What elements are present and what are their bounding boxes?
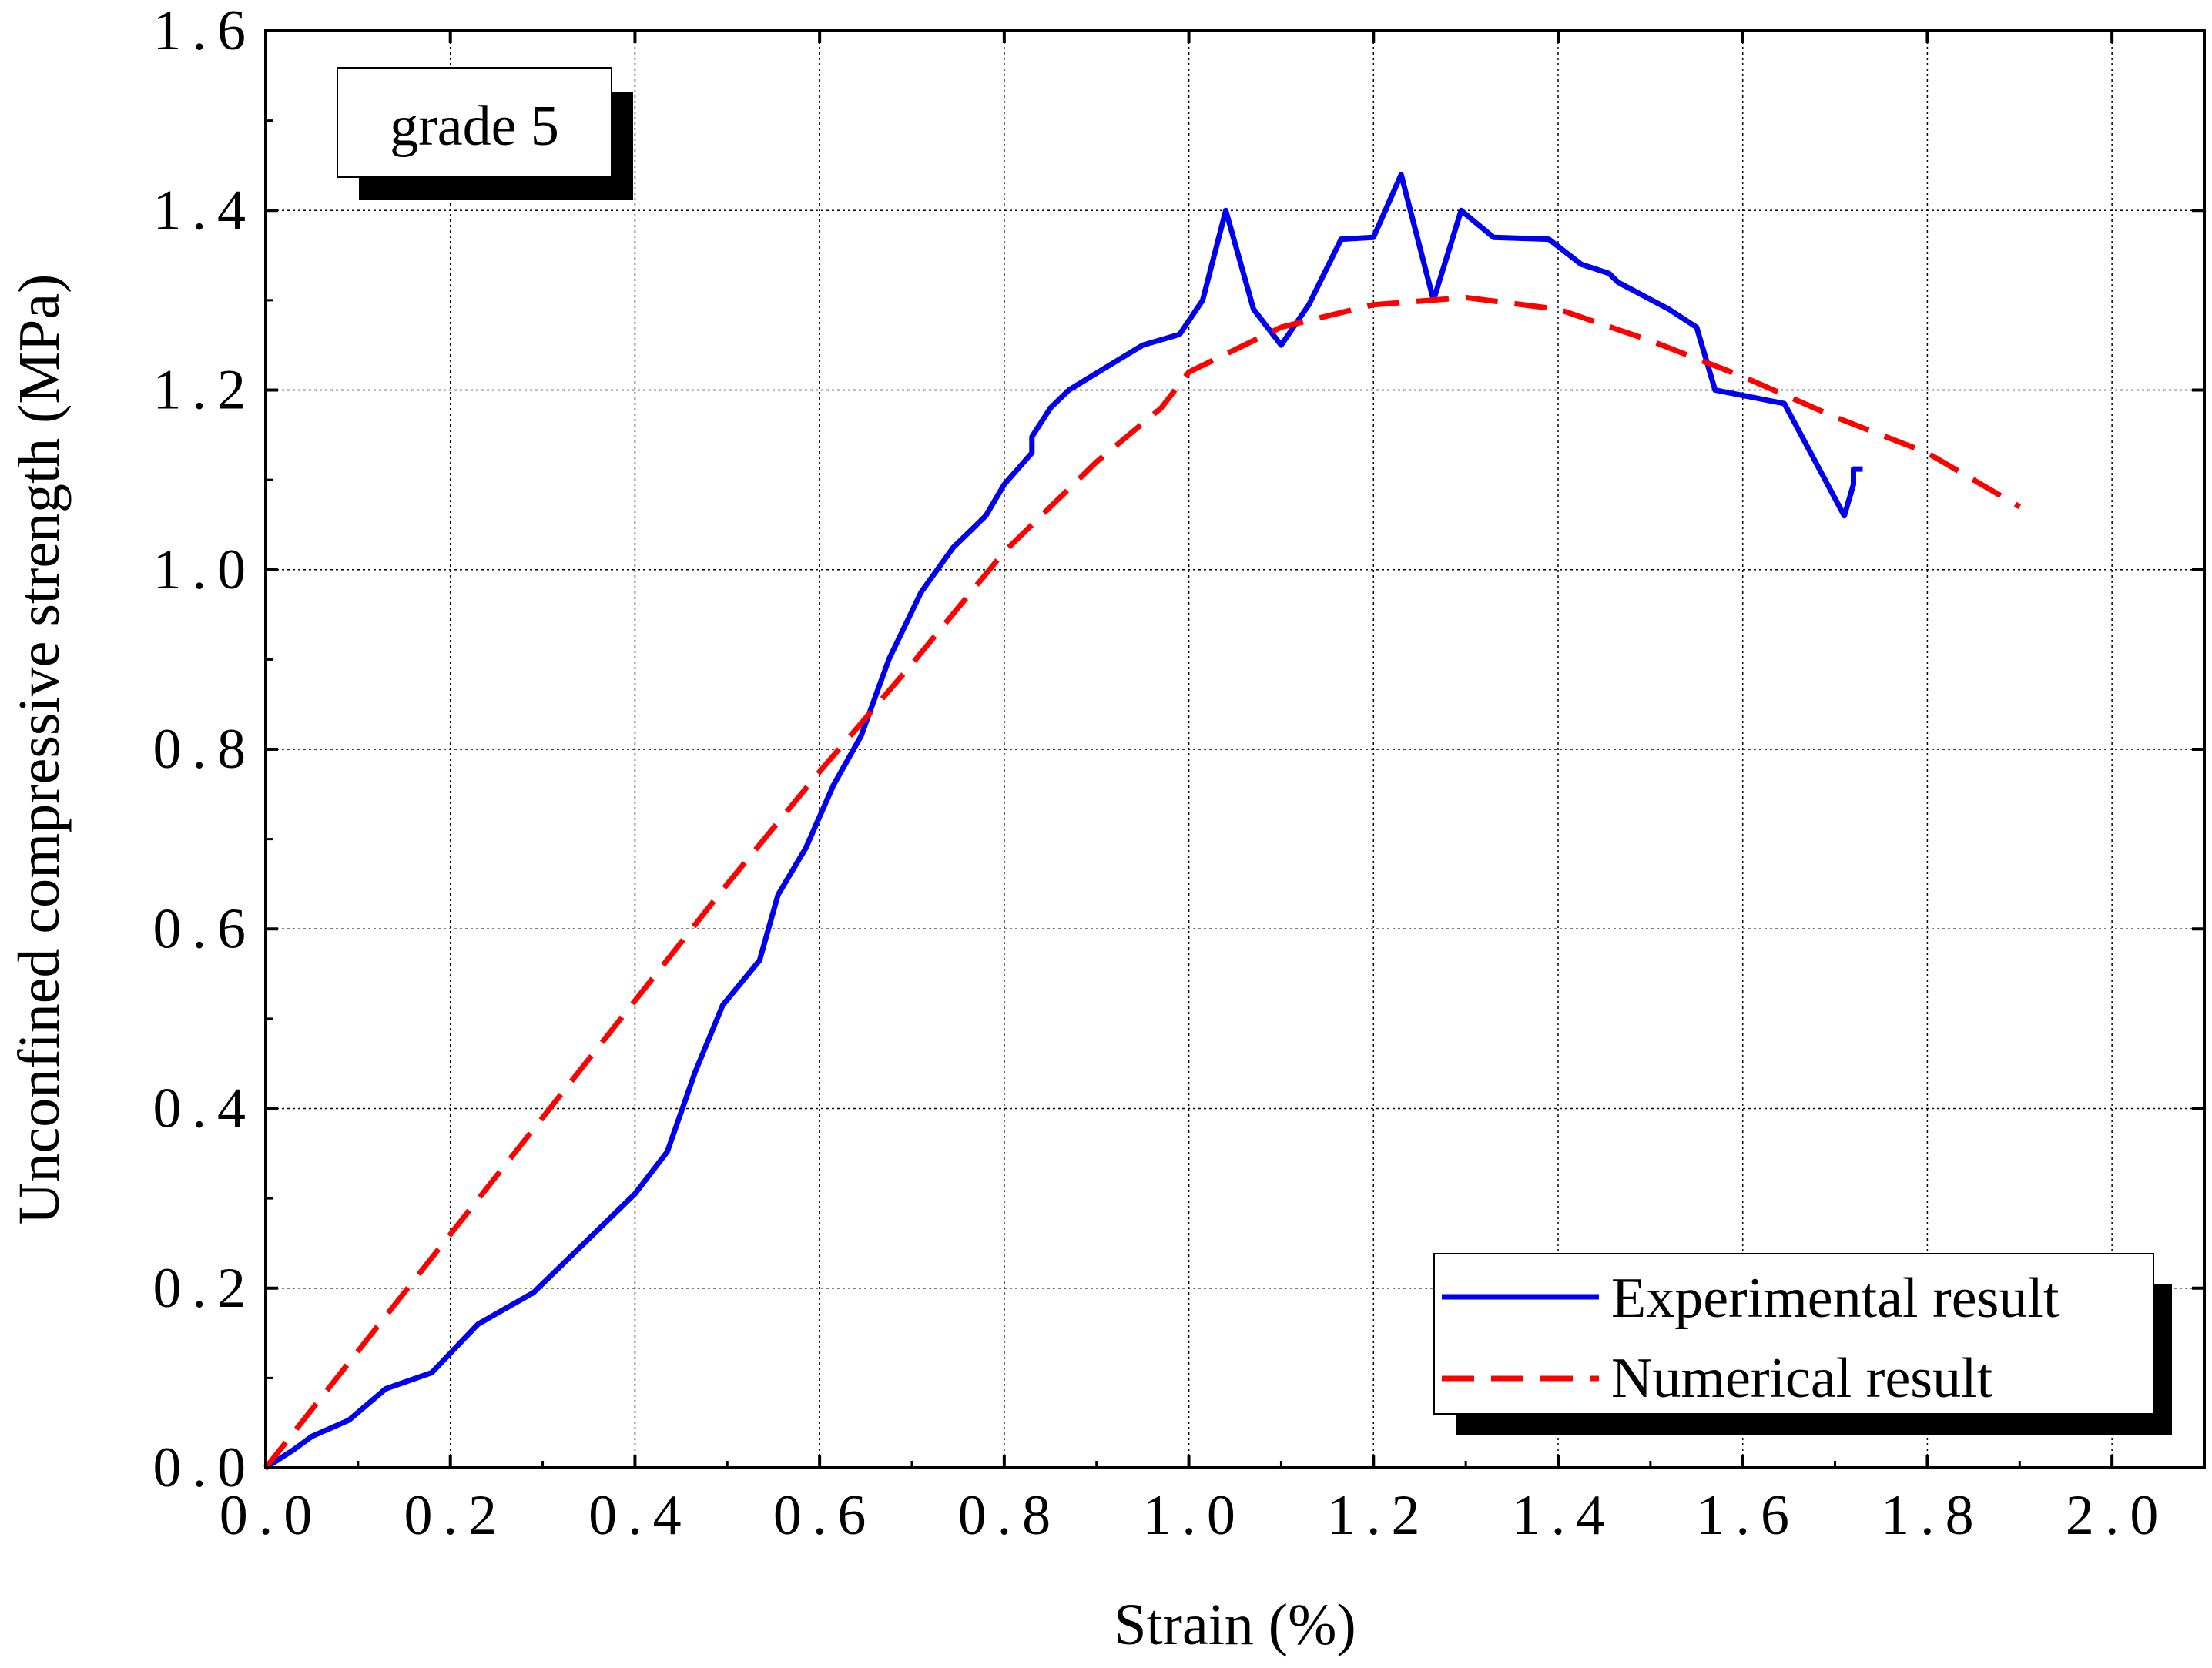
annotation-box-frame xyxy=(337,67,612,178)
x-tick-label: 0.8 xyxy=(958,1484,1062,1547)
y-tick-label: 1.6 xyxy=(153,0,257,62)
series-line-experimental xyxy=(264,172,1863,1470)
y-tick-label: 0.8 xyxy=(153,718,257,781)
legend-label-experimental: Experimental result xyxy=(1611,1267,2060,1330)
grid-lines xyxy=(266,31,2204,1468)
legend-label-numerical: Numerical result xyxy=(1611,1347,1993,1410)
x-tick-label: 0.2 xyxy=(404,1484,508,1547)
x-tick-label: 1.2 xyxy=(1327,1484,1431,1547)
tick-labels: 0.0 0.2 0.4 0.6 0.8 1.0 1.2 1.4 1.6 1.8 2.0 0.0 0.2 0… xyxy=(153,0,2170,1547)
y-tick-label: 0.6 xyxy=(153,897,257,960)
legend: Experimental result Numerical result xyxy=(1433,1253,2172,1435)
x-tick-label: 2.0 xyxy=(2066,1484,2170,1547)
series-layer xyxy=(263,172,2022,1470)
x-tick-label: 0.0 xyxy=(220,1484,323,1547)
y-tick-label: 0.4 xyxy=(153,1077,257,1140)
annotation-text: grade 5 xyxy=(390,95,559,158)
y-tick-label: 0.0 xyxy=(153,1436,257,1499)
x-tick-label: 1.8 xyxy=(1881,1484,1985,1547)
x-tick-label: 0.6 xyxy=(773,1484,877,1547)
legend-frame xyxy=(1433,1253,2154,1415)
x-tick-label: 1.4 xyxy=(1512,1484,1616,1547)
x-tick-label: 1.0 xyxy=(1142,1484,1246,1547)
y-tick-label: 1.4 xyxy=(153,179,257,242)
x-tick-label: 0.4 xyxy=(588,1484,692,1547)
y-tick-label: 1.0 xyxy=(153,538,257,601)
y-axis-title: Unconfined compressive strength (MPa) xyxy=(7,274,72,1225)
y-tick-label: 1.2 xyxy=(153,359,257,422)
x-axis-title: Strain (%) xyxy=(1114,1593,1356,1657)
series-line-numerical xyxy=(263,294,2022,1470)
x-tick-label: 1.6 xyxy=(1696,1484,1800,1547)
y-tick-label: 0.2 xyxy=(153,1257,257,1320)
annotation-box: grade 5 xyxy=(337,67,633,200)
axis-ticks xyxy=(264,29,2204,1469)
